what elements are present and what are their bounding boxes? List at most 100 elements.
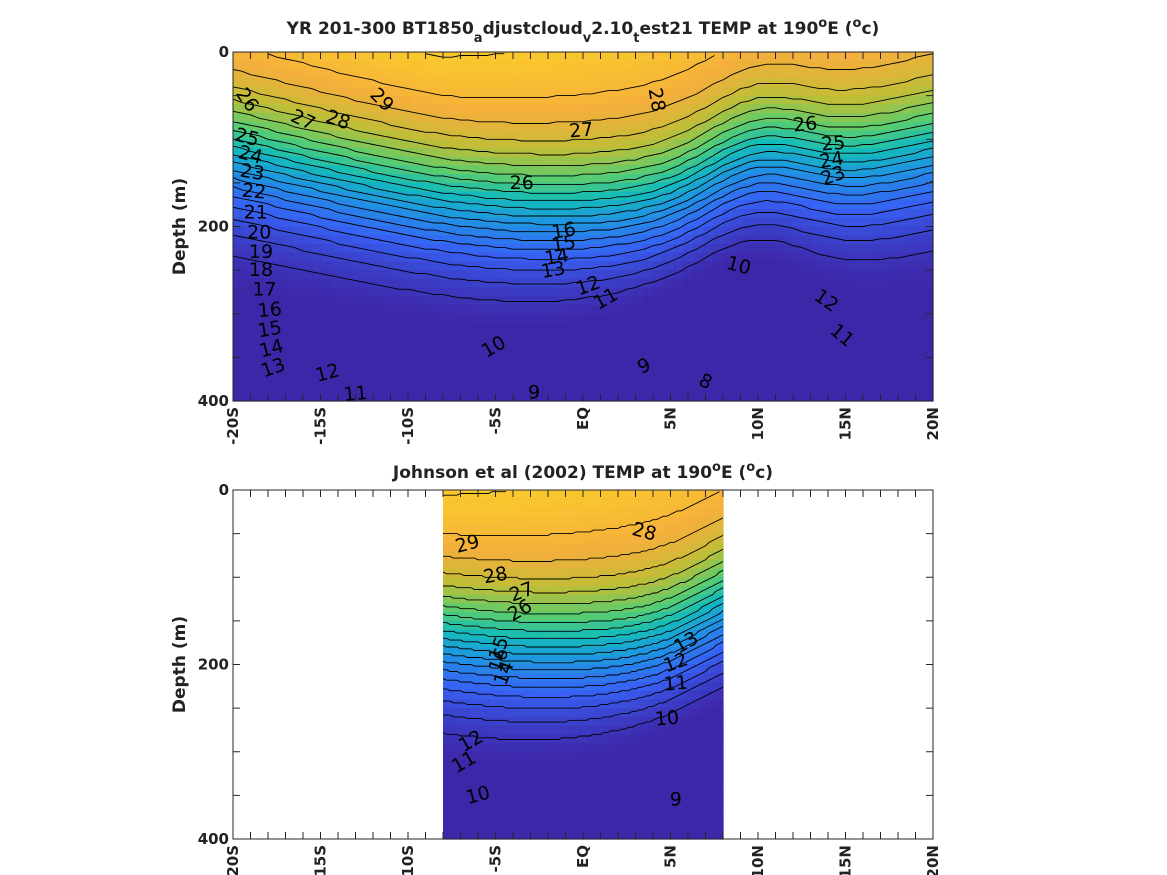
field-cell <box>471 585 476 596</box>
field-cell <box>493 261 504 271</box>
field-cell <box>443 585 448 596</box>
field-cell <box>503 551 508 561</box>
field-cell <box>611 664 616 674</box>
field-cell <box>363 252 374 262</box>
field-cell <box>563 104 574 114</box>
field-cell <box>773 261 784 271</box>
field-cell <box>447 559 452 570</box>
field-cell <box>473 182 484 193</box>
field-cell <box>483 786 488 796</box>
field-cell <box>619 551 624 561</box>
field-cell <box>587 673 592 683</box>
field-cell <box>591 594 596 605</box>
field-cell <box>583 78 594 88</box>
field-cell <box>507 725 512 735</box>
field-cell <box>503 821 508 831</box>
field-cell <box>635 716 640 727</box>
field-cell <box>243 287 254 297</box>
field-cell <box>559 777 564 788</box>
field-cell <box>563 551 568 561</box>
field-cell <box>519 559 524 570</box>
field-cell <box>773 235 784 245</box>
field-cell <box>823 209 834 219</box>
field-cell <box>833 209 844 219</box>
field-cell <box>703 217 714 228</box>
field-cell <box>463 629 468 639</box>
field-cell <box>631 585 636 596</box>
field-cell <box>487 612 492 622</box>
field-cell <box>523 516 528 526</box>
field-cell <box>523 104 534 114</box>
field-cell <box>583 374 594 385</box>
field-cell <box>553 305 564 315</box>
field-cell <box>653 60 664 71</box>
field-cell <box>499 533 504 543</box>
field-cell <box>631 804 636 814</box>
field-cell <box>487 507 492 517</box>
field-cell <box>491 673 496 683</box>
field-cell <box>463 655 468 666</box>
field-cell <box>479 769 484 779</box>
field-cell <box>323 121 334 132</box>
field-cell <box>575 612 580 622</box>
field-cell <box>403 121 414 132</box>
field-cell <box>373 252 384 262</box>
field-cell <box>523 673 528 683</box>
field-cell <box>487 638 492 648</box>
field-cell <box>913 165 924 175</box>
field-cell <box>263 139 274 149</box>
field-cell <box>813 217 824 228</box>
field-cell <box>507 542 512 552</box>
field-cell <box>293 357 304 367</box>
field-cell <box>443 734 448 744</box>
field-cell <box>233 270 244 280</box>
field-cell <box>713 383 724 393</box>
field-cell <box>623 830 628 840</box>
field-cell <box>373 60 384 71</box>
field-cell <box>543 305 554 315</box>
field-cell <box>393 296 404 306</box>
field-cell <box>783 348 794 358</box>
field-cell <box>571 830 576 840</box>
field-cell <box>507 585 512 596</box>
field-cell <box>873 348 884 358</box>
field-cell <box>633 86 644 97</box>
field-cell <box>433 182 444 193</box>
field-cell <box>333 191 344 201</box>
field-cell <box>563 78 574 88</box>
field-cell <box>563 252 574 262</box>
field-cell <box>373 374 384 385</box>
field-cell <box>615 577 620 587</box>
field-cell <box>313 374 324 385</box>
field-cell <box>455 830 460 840</box>
field-cell <box>333 60 344 71</box>
field-cell <box>723 78 734 88</box>
field-cell <box>723 261 734 271</box>
field-cell <box>493 69 504 79</box>
field-cell <box>753 305 764 315</box>
field-cell <box>533 130 544 140</box>
field-cell <box>803 366 814 376</box>
field-cell <box>527 629 532 639</box>
field-cell <box>733 357 744 367</box>
field-cell <box>663 305 674 315</box>
field-cell <box>653 165 664 175</box>
field-cell <box>393 86 404 97</box>
field-cell <box>443 139 454 149</box>
field-cell <box>383 374 394 385</box>
field-cell <box>903 392 914 402</box>
field-cell <box>523 507 528 517</box>
field-cell <box>491 743 496 753</box>
field-cell <box>393 174 404 184</box>
field-cell <box>635 498 640 509</box>
field-cell <box>733 104 744 114</box>
field-cell <box>643 296 654 306</box>
field-cell <box>823 296 834 306</box>
field-cell <box>863 287 874 297</box>
field-cell <box>547 647 552 657</box>
field-cell <box>471 786 476 796</box>
field-cell <box>473 226 484 236</box>
field-cell <box>459 568 464 578</box>
field-cell <box>603 331 614 341</box>
field-cell <box>639 498 644 509</box>
